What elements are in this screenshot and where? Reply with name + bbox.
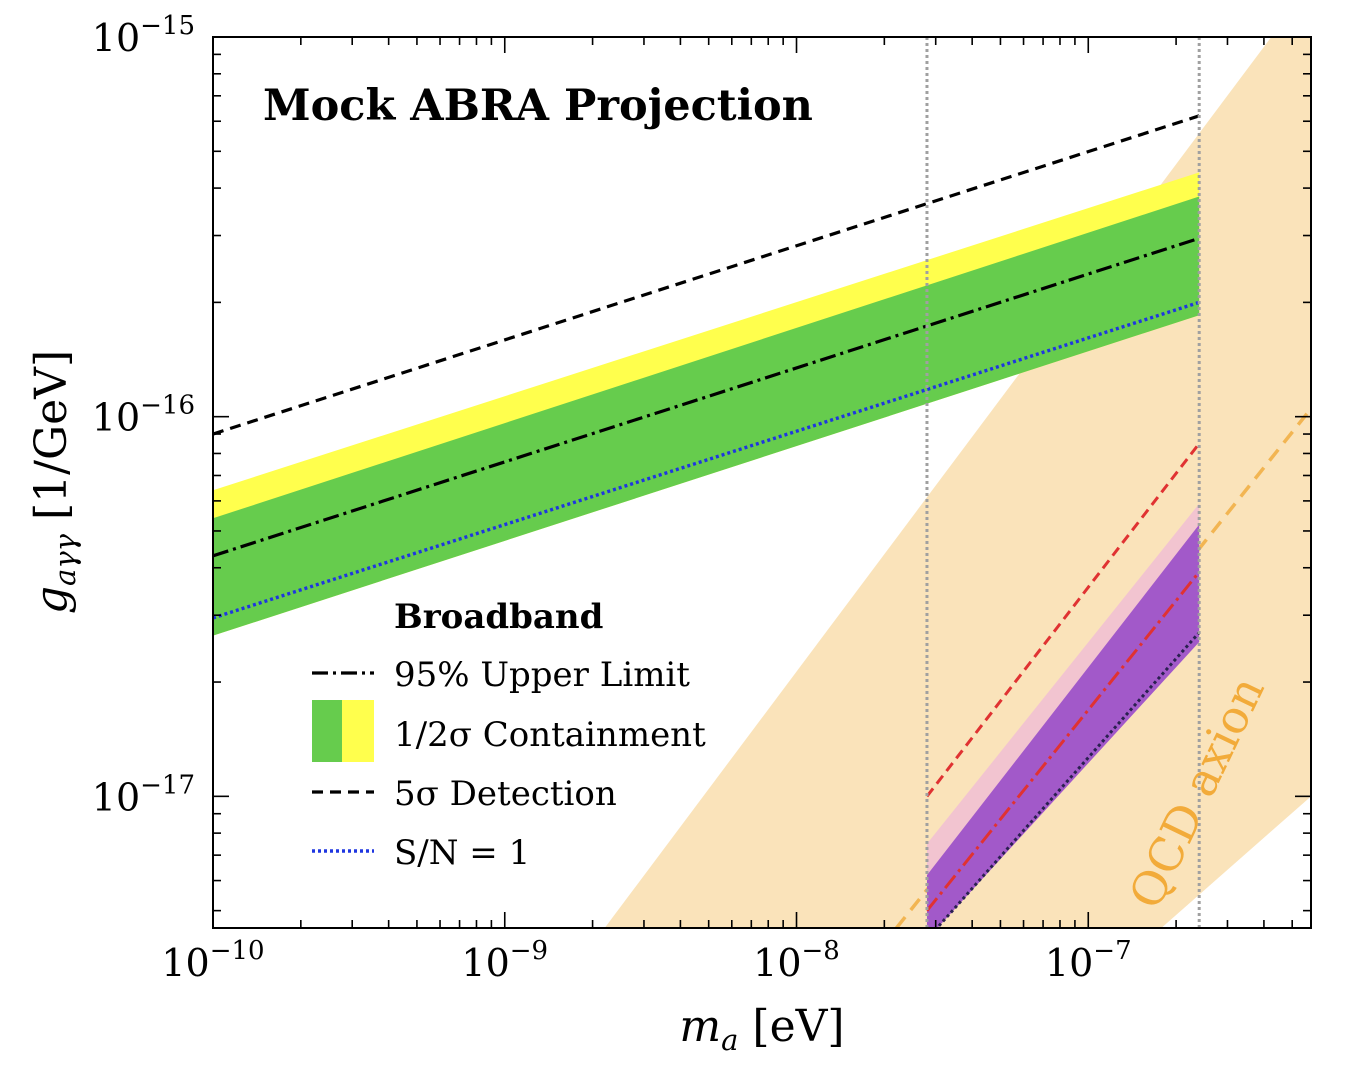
- x-tick-label-2: 10−8: [753, 936, 840, 985]
- y-tick-label-2: 10−15: [92, 11, 195, 60]
- broadband-one-sigma-band: [213, 196, 1200, 636]
- x-tick-label-0: 10−10: [161, 936, 264, 985]
- plot-area: [213, 37, 1311, 928]
- legend: Broadband 95% Upper Limit 1/2σ Containme…: [312, 597, 706, 873]
- legend-label-detection: 5σ Detection: [394, 774, 617, 814]
- resonant-detection-line: [925, 442, 1201, 798]
- legend-label-containment: 1/2σ Containment: [394, 715, 706, 755]
- x-tick-label-3: 10−7: [1045, 936, 1132, 985]
- legend-swatch-one-sigma: [312, 700, 342, 762]
- broadband-sn-line: [213, 300, 1200, 620]
- y-tick-label-1: 10−16: [92, 391, 195, 440]
- legend-title: Broadband: [394, 597, 603, 637]
- resonant-sn-line: [935, 631, 1201, 928]
- axis-ticks: 10−10 10−9 10−8 10−7 10−17 10−16 10−15: [92, 11, 1311, 985]
- y-tick-label-0: 10−17: [92, 770, 195, 819]
- plot-frame: [212, 36, 1312, 929]
- legend-swatch-two-sigma: [342, 700, 374, 762]
- chart-title: Mock ABRA Projection: [263, 81, 813, 131]
- legend-label-sn: S/N = 1: [394, 833, 530, 873]
- y-axis-label: gaγγ [1/GeV]: [26, 350, 82, 614]
- broadband-detection-line: [213, 114, 1200, 436]
- x-axis-label: ma [eV]: [679, 1001, 844, 1057]
- resonant-one-sigma-band: [926, 524, 1200, 928]
- legend-label-upper-limit: 95% Upper Limit: [394, 655, 690, 695]
- resonant-upper-limit-line: [925, 570, 1201, 912]
- x-tick-label-1: 10−9: [461, 936, 548, 985]
- broadband-upper-limit-line: [213, 236, 1200, 558]
